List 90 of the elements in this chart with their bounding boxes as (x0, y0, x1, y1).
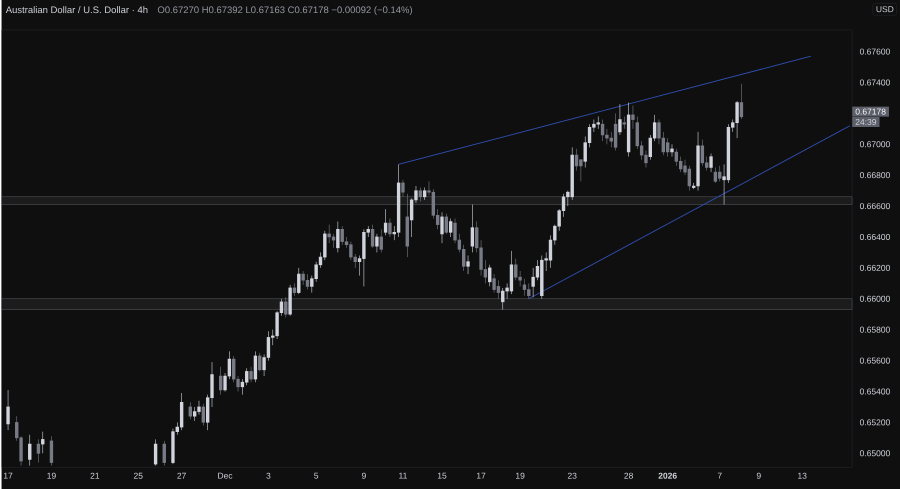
x-tick-label: 3 (266, 472, 270, 479)
candlestick (292, 282, 296, 296)
candlestick (258, 352, 262, 372)
candlestick (41, 431, 44, 454)
candlestick (297, 268, 300, 294)
candlestick (188, 402, 192, 420)
candlestick (709, 153, 713, 172)
candlestick (735, 100, 739, 138)
candlestick (422, 187, 426, 200)
candlestick (301, 270, 305, 286)
candlestick (306, 274, 310, 290)
candlestick (6, 390, 10, 430)
candlestick (284, 296, 288, 318)
text: 24:39 (856, 118, 876, 125)
x-tick-label: 9 (756, 472, 761, 479)
x-tick-label: 19 (47, 472, 56, 479)
candlestick (470, 204, 474, 253)
x-tick-label: 28 (624, 472, 633, 479)
y-tick-label: 0.66800 (860, 172, 890, 178)
text: 0.67178 (856, 108, 886, 114)
chart-subtitle: O0.67270 H0.67392 L0.67163 C0.67178 −0.00092 (−0.14%) (158, 6, 412, 15)
y-tick-label: 0.65400 (860, 388, 890, 394)
candlestick (36, 439, 40, 463)
y-tick-label: 0.65200 (860, 419, 890, 426)
y-axis-title: USD (876, 6, 894, 12)
candlestick (740, 83, 744, 120)
candlestick (626, 102, 630, 157)
candlestick (50, 436, 54, 466)
candlestick (444, 213, 448, 234)
y-tick-label: 0.66600 (860, 203, 890, 209)
candlestick (202, 403, 206, 426)
candlestick (28, 434, 32, 466)
candlestick (254, 350, 258, 382)
candlestick (375, 234, 379, 253)
candlestick (418, 187, 422, 202)
candlestick (700, 139, 704, 166)
x-tick-label: 25 (134, 472, 143, 479)
candlestick (466, 255, 470, 274)
candlestick (614, 113, 618, 151)
x-tick-label: 27 (177, 472, 186, 479)
candlestick (600, 119, 604, 142)
candlestick (388, 218, 392, 238)
y-tick-label: 0.67400 (860, 79, 890, 86)
x-tick-label: 7 (718, 472, 722, 478)
candlestick (162, 440, 166, 466)
x-tick-label: Dec (218, 472, 232, 479)
candlestick (448, 218, 452, 238)
x-tick-label: 2026 (658, 472, 677, 479)
x-tick-label: 5 (314, 472, 318, 479)
y-tick-label: 0.66400 (860, 234, 890, 240)
candlestick (384, 208, 388, 236)
candlestick (362, 228, 366, 287)
candlestick (696, 132, 700, 191)
candlestick (219, 366, 222, 395)
candlestick (714, 167, 718, 184)
x-tick-label: 23 (568, 472, 577, 479)
candlestick (180, 392, 184, 430)
candlestick (488, 264, 492, 287)
y-tick-label: 0.65000 (860, 450, 890, 456)
candlestick (336, 221, 340, 253)
y-tick-label: 0.65600 (860, 358, 890, 364)
candlestick (631, 105, 635, 130)
candlestick (340, 226, 344, 245)
candlestick (401, 179, 405, 198)
y-tick-label: 0.67600 (860, 48, 890, 54)
candlestick (618, 104, 622, 136)
y-tick-label: 0.67000 (860, 141, 890, 148)
y-tick-label: 0.66000 (860, 296, 890, 302)
x-tick-label: 17 (476, 472, 486, 478)
candlestick (380, 228, 383, 253)
candlestick (249, 366, 253, 382)
x-tick-label: 19 (516, 472, 524, 479)
candlestick (670, 144, 674, 157)
x-tick-label: 9 (362, 472, 366, 479)
x-tick-label: 17 (4, 472, 12, 478)
x-tick-label: 21 (90, 472, 100, 479)
chart-title: Australian Dollar / U.S. Dollar · 4h (6, 6, 148, 14)
y-tick-label: 0.65800 (860, 326, 890, 333)
x-tick-label: 13 (798, 472, 807, 479)
candlestick (522, 278, 526, 296)
candlestick (406, 193, 409, 258)
y-tick-label: 0.66200 (860, 264, 890, 271)
x-tick-label: 15 (438, 472, 446, 479)
candlestick (370, 224, 374, 248)
candlestick (622, 116, 626, 130)
candlestick (440, 212, 444, 244)
candlestick (154, 439, 158, 466)
x-tick-label: 11 (399, 472, 407, 478)
candlestick (288, 284, 292, 316)
candlestick (396, 164, 400, 238)
